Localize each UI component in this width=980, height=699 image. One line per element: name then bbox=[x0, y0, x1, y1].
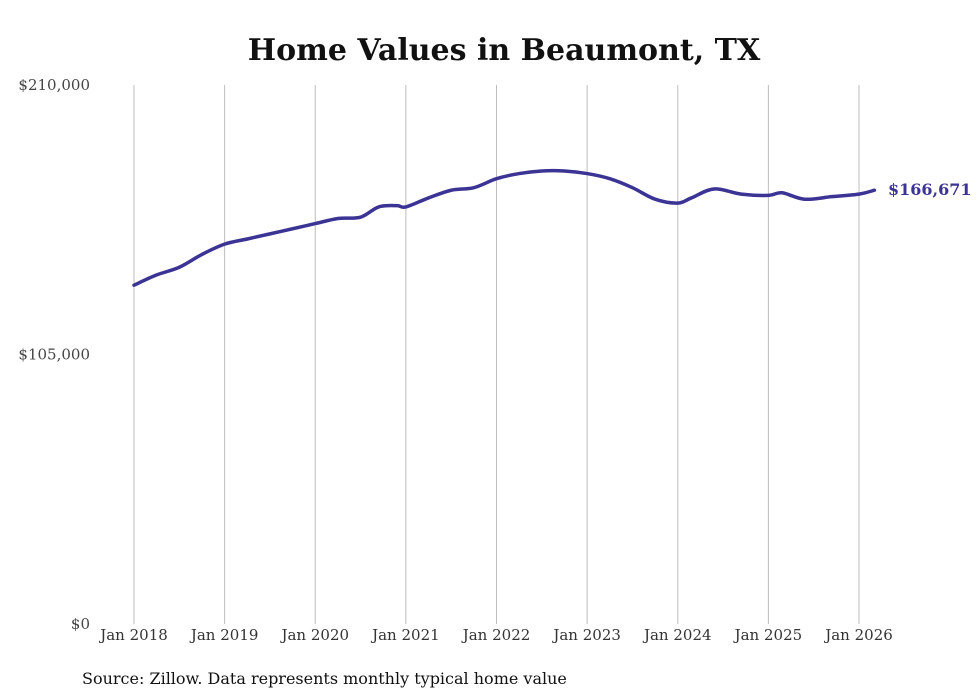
x-tick-label: Jan 2022 bbox=[461, 626, 531, 644]
source-note: Source: Zillow. Data represents monthly … bbox=[82, 669, 567, 688]
series-line bbox=[132, 168, 877, 287]
x-tick-label: Jan 2024 bbox=[642, 626, 712, 644]
end-value-label: $166,671 bbox=[888, 180, 972, 199]
series-group bbox=[132, 168, 877, 287]
x-axis-ticks: Jan 2018 Jan 2019 Jan 2020 Jan 2021 Jan 2022… bbox=[98, 626, 893, 644]
x-tick-label: Jan 2020 bbox=[279, 626, 349, 644]
y-tick-label: $105,000 bbox=[18, 346, 90, 364]
x-tick-label: Jan 2019 bbox=[189, 626, 259, 644]
x-tick-label: Jan 2018 bbox=[98, 626, 168, 644]
x-tick-label: Jan 2021 bbox=[370, 626, 440, 644]
x-tick-label: Jan 2023 bbox=[551, 626, 621, 644]
y-tick-label: $210,000 bbox=[18, 76, 90, 94]
x-tick-label: Jan 2026 bbox=[823, 626, 893, 644]
y-tick-label: $0 bbox=[71, 615, 90, 633]
chart-title: Home Values in Beaumont, TX bbox=[248, 33, 761, 68]
y-axis-ticks: $0 $105,000 $210,000 bbox=[18, 76, 90, 633]
x-tick-label: Jan 2025 bbox=[733, 626, 803, 644]
gridlines bbox=[133, 85, 860, 624]
